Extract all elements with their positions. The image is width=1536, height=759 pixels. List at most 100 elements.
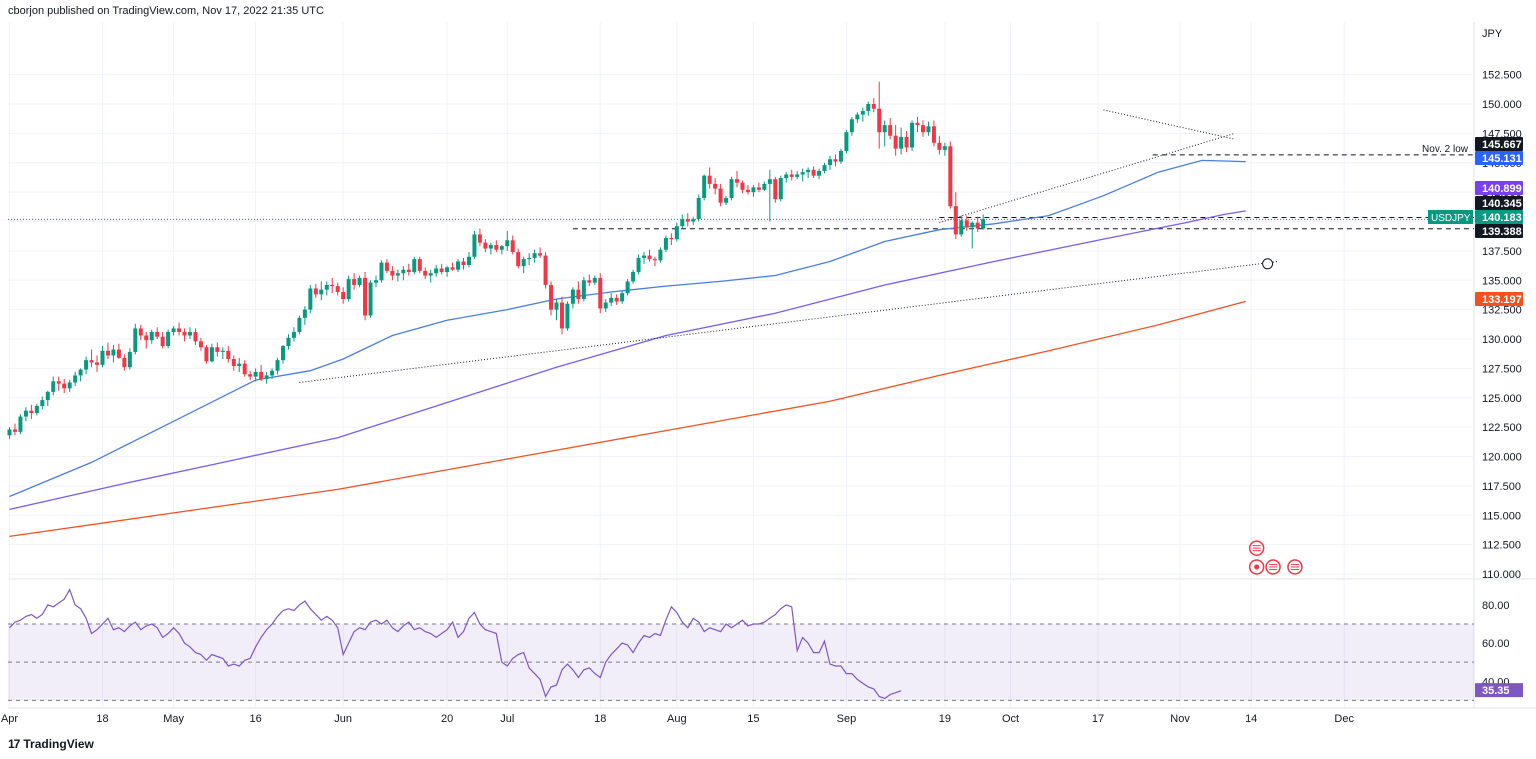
candle-body bbox=[773, 179, 778, 200]
candle-body bbox=[138, 328, 143, 336]
candle-body bbox=[795, 174, 800, 177]
candle-body bbox=[341, 292, 346, 300]
candle-body bbox=[472, 234, 477, 257]
candle-body bbox=[981, 219, 986, 229]
candle-body bbox=[275, 360, 280, 371]
time-tick-label: 19 bbox=[939, 713, 951, 725]
price-tick-label: 130.000 bbox=[1482, 334, 1522, 346]
candle-body bbox=[352, 279, 357, 285]
candle-body bbox=[838, 151, 843, 162]
candle-body bbox=[871, 104, 876, 109]
candle-body bbox=[390, 270, 395, 276]
candle-body bbox=[73, 375, 78, 383]
tradingview-branding[interactable]: 17 TradingView bbox=[8, 737, 94, 751]
candle-body bbox=[691, 219, 696, 222]
price-tick-label: 120.000 bbox=[1482, 452, 1522, 464]
candle-body bbox=[860, 111, 865, 115]
candle-body bbox=[182, 331, 187, 336]
candle-body bbox=[543, 255, 548, 285]
price-label-value: 140.345 bbox=[1482, 198, 1522, 210]
time-tick-label: Jul bbox=[500, 713, 514, 725]
candle-body bbox=[483, 242, 488, 249]
candle-body bbox=[893, 135, 898, 149]
candle-body bbox=[56, 381, 61, 384]
price-label-value: 133.197 bbox=[1482, 294, 1522, 306]
candle-body bbox=[680, 219, 685, 227]
candle-body bbox=[899, 136, 904, 149]
candle-body bbox=[89, 360, 94, 363]
candle-body bbox=[18, 416, 23, 432]
candle-body bbox=[363, 277, 368, 316]
time-tick-label: Aug bbox=[667, 713, 687, 725]
candle-body bbox=[40, 400, 45, 406]
candle-body bbox=[177, 328, 182, 332]
candle-body bbox=[111, 349, 116, 356]
time-tick-label: May bbox=[163, 713, 184, 725]
candle-body bbox=[521, 259, 526, 267]
candle-body bbox=[565, 303, 570, 329]
candle-body bbox=[445, 267, 450, 273]
candle-body bbox=[877, 108, 882, 133]
candle-body bbox=[466, 256, 471, 265]
candle-body bbox=[904, 136, 909, 148]
candle-body bbox=[751, 187, 756, 193]
candle-body bbox=[729, 179, 734, 198]
publisher-header: cborjon published on TradingView.com, No… bbox=[8, 5, 324, 17]
time-tick-label: 14 bbox=[1245, 713, 1257, 725]
candle-body bbox=[450, 267, 455, 270]
time-tick-label: 16 bbox=[250, 713, 262, 725]
candle-body bbox=[663, 237, 668, 250]
price-label-box bbox=[1475, 137, 1523, 151]
lower-triangle bbox=[939, 132, 1235, 224]
candle-body bbox=[198, 341, 203, 348]
candle-body bbox=[226, 350, 231, 359]
candle-body bbox=[149, 331, 154, 341]
candle-body bbox=[817, 170, 822, 176]
candle-body bbox=[259, 371, 264, 379]
price-tick-label: 150.000 bbox=[1482, 99, 1522, 111]
candle-body bbox=[401, 269, 406, 274]
candle-body bbox=[636, 257, 641, 273]
candle-body bbox=[488, 245, 493, 249]
candle-body bbox=[23, 410, 28, 417]
candle-body bbox=[718, 188, 723, 203]
candle-body bbox=[937, 142, 942, 150]
price-label-box bbox=[1475, 224, 1523, 238]
candle-body bbox=[559, 302, 564, 329]
candle-body bbox=[669, 237, 674, 240]
candle-body bbox=[953, 206, 958, 235]
price-label-box bbox=[1475, 196, 1523, 210]
moving-average-line-3 bbox=[9, 300, 1246, 538]
candle-body bbox=[806, 169, 811, 173]
support-trendline bbox=[299, 260, 1279, 383]
candle-body bbox=[915, 122, 920, 126]
symbol-tag bbox=[1428, 210, 1473, 224]
candle-body bbox=[631, 272, 636, 282]
time-tick-label: Oct bbox=[1002, 713, 1019, 725]
rsi-tick-label: 80.00 bbox=[1482, 600, 1510, 612]
candle-body bbox=[67, 382, 72, 389]
price-label-value: 140.183 bbox=[1482, 212, 1522, 224]
candle-body bbox=[193, 331, 198, 342]
price-label-box bbox=[1475, 292, 1523, 306]
candle-body bbox=[270, 370, 275, 376]
candle-body bbox=[286, 337, 291, 347]
candle-body bbox=[439, 268, 444, 273]
price-tick-label: 135.000 bbox=[1482, 275, 1522, 287]
candle-body bbox=[554, 302, 559, 310]
candle-body bbox=[313, 288, 318, 295]
candle-body bbox=[7, 429, 12, 436]
candle-body bbox=[417, 259, 422, 271]
tradingview-logo-icon: 17 bbox=[8, 737, 20, 751]
moving-average-line-2 bbox=[9, 210, 1246, 511]
candle-body bbox=[609, 297, 614, 303]
candle-body bbox=[105, 350, 110, 356]
candle-body bbox=[756, 187, 761, 190]
candle-body bbox=[373, 280, 378, 283]
candle-body bbox=[395, 273, 400, 276]
candle-body bbox=[882, 125, 887, 133]
candle-body bbox=[434, 268, 439, 274]
candle-body bbox=[505, 240, 510, 247]
candle-body bbox=[461, 261, 466, 265]
